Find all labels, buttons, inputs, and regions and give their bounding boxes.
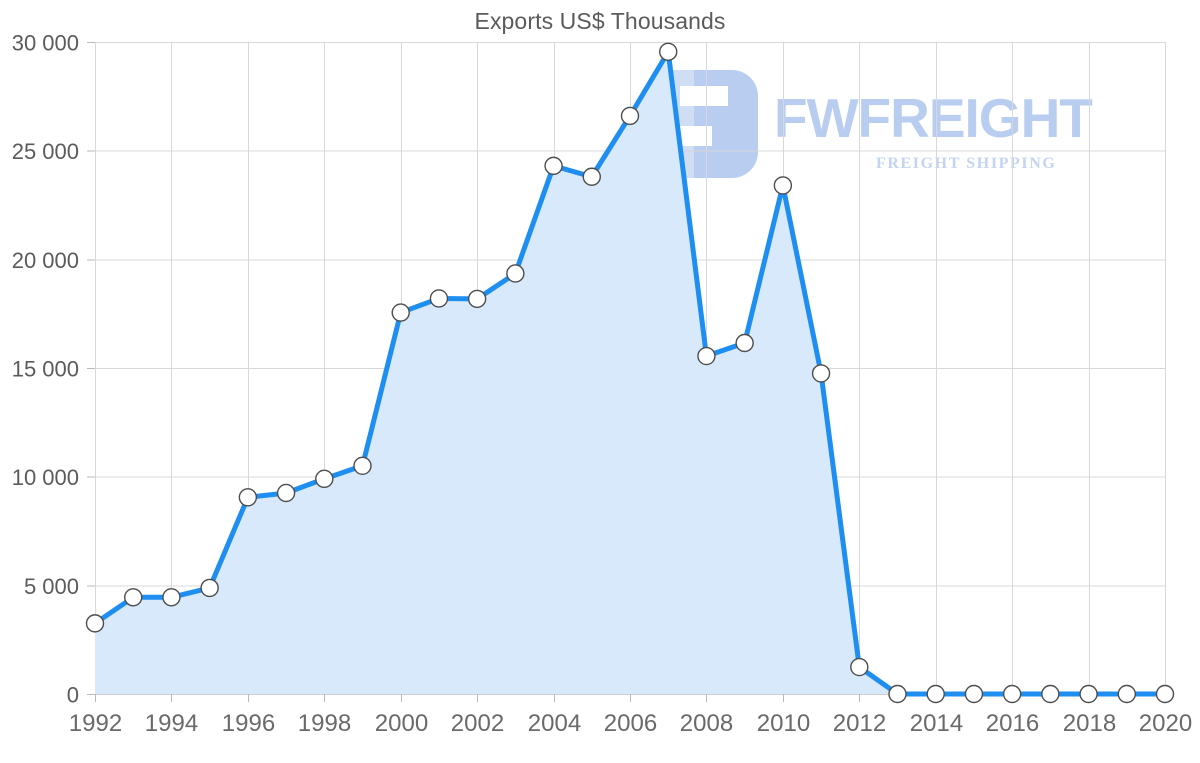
x-axis-tick-label: 2012 [833,710,886,737]
data-point-marker[interactable] [315,469,334,489]
data-point-marker[interactable] [238,488,258,507]
x-axis-tick-label: 2018 [1063,710,1116,737]
y-axis-labels: 0 5 000 10 000 15 000 20 000 25 000 30 000 [12,31,79,708]
data-point-marker[interactable] [582,167,601,186]
x-axis-tick-label: 1992 [69,710,122,737]
x-axis-tick-label: 2006 [604,710,657,737]
y-axis-tick-label: 20 000 [12,248,79,273]
data-point-marker[interactable] [429,289,449,308]
data-point-marker[interactable] [888,684,907,704]
data-point-marker[interactable] [659,42,678,61]
y-axis-tick-label: 30 000 [12,31,79,56]
data-point-marker[interactable] [850,657,869,677]
x-axis-tick-label: 1996 [222,710,275,737]
chart-title: Exports US$ Thousands [474,8,726,34]
data-point-marker[interactable] [391,303,410,322]
data-point-marker[interactable] [620,106,640,126]
area-fill-path [95,51,1165,694]
data-point-marker[interactable] [1079,684,1098,704]
x-axis-tick-label: 2010 [757,710,810,737]
y-axis-tick-label: 15 000 [12,357,79,382]
x-axis-tick-label: 2004 [528,710,581,737]
data-point-marker[interactable] [544,156,563,176]
data-point-marker[interactable] [506,264,525,283]
y-axis-tick-label: 0 [67,683,79,708]
data-point-marker[interactable] [1117,684,1136,704]
y-axis-tick-label: 25 000 [12,139,79,164]
data-point-marker[interactable] [85,614,105,633]
data-point-marker[interactable] [697,346,716,366]
data-point-marker[interactable] [773,176,793,195]
x-axis-tick-label: 1998 [298,710,351,737]
x-axis-tick-label: 2014 [910,710,963,737]
data-point-marker[interactable] [1041,684,1060,704]
x-axis-tick-label: 2000 [375,710,428,737]
x-axis-tick-label: 2016 [986,710,1039,737]
data-point-marker[interactable] [735,333,754,353]
y-axis-tick-label: 10 000 [12,465,79,490]
data-point-marker[interactable] [276,483,296,503]
data-point-marker[interactable] [1155,684,1175,704]
area-fill [95,51,1165,694]
data-point-marker[interactable] [467,289,487,309]
x-axis-tick-label: 2020 [1139,710,1192,737]
x-axis-tick-label: 1994 [145,710,198,737]
data-point-marker[interactable] [353,456,372,475]
data-point-marker[interactable] [162,588,181,607]
x-axis-labels: 1992 1994 1996 1998 2000 2002 2004 2006 2008 2010… [69,710,1192,737]
data-point-marker[interactable] [124,588,143,607]
data-point-marker[interactable] [926,684,945,704]
data-point-marker[interactable] [200,578,219,598]
x-axis-tick-label: 2008 [680,710,733,737]
x-axis-tick-label: 2002 [451,710,504,737]
data-markers[interactable] [85,42,1175,704]
data-point-marker[interactable] [1002,684,1022,704]
y-axis-tick-label: 5 000 [24,574,79,599]
data-point-marker[interactable] [964,684,984,704]
data-point-marker[interactable] [811,364,831,383]
